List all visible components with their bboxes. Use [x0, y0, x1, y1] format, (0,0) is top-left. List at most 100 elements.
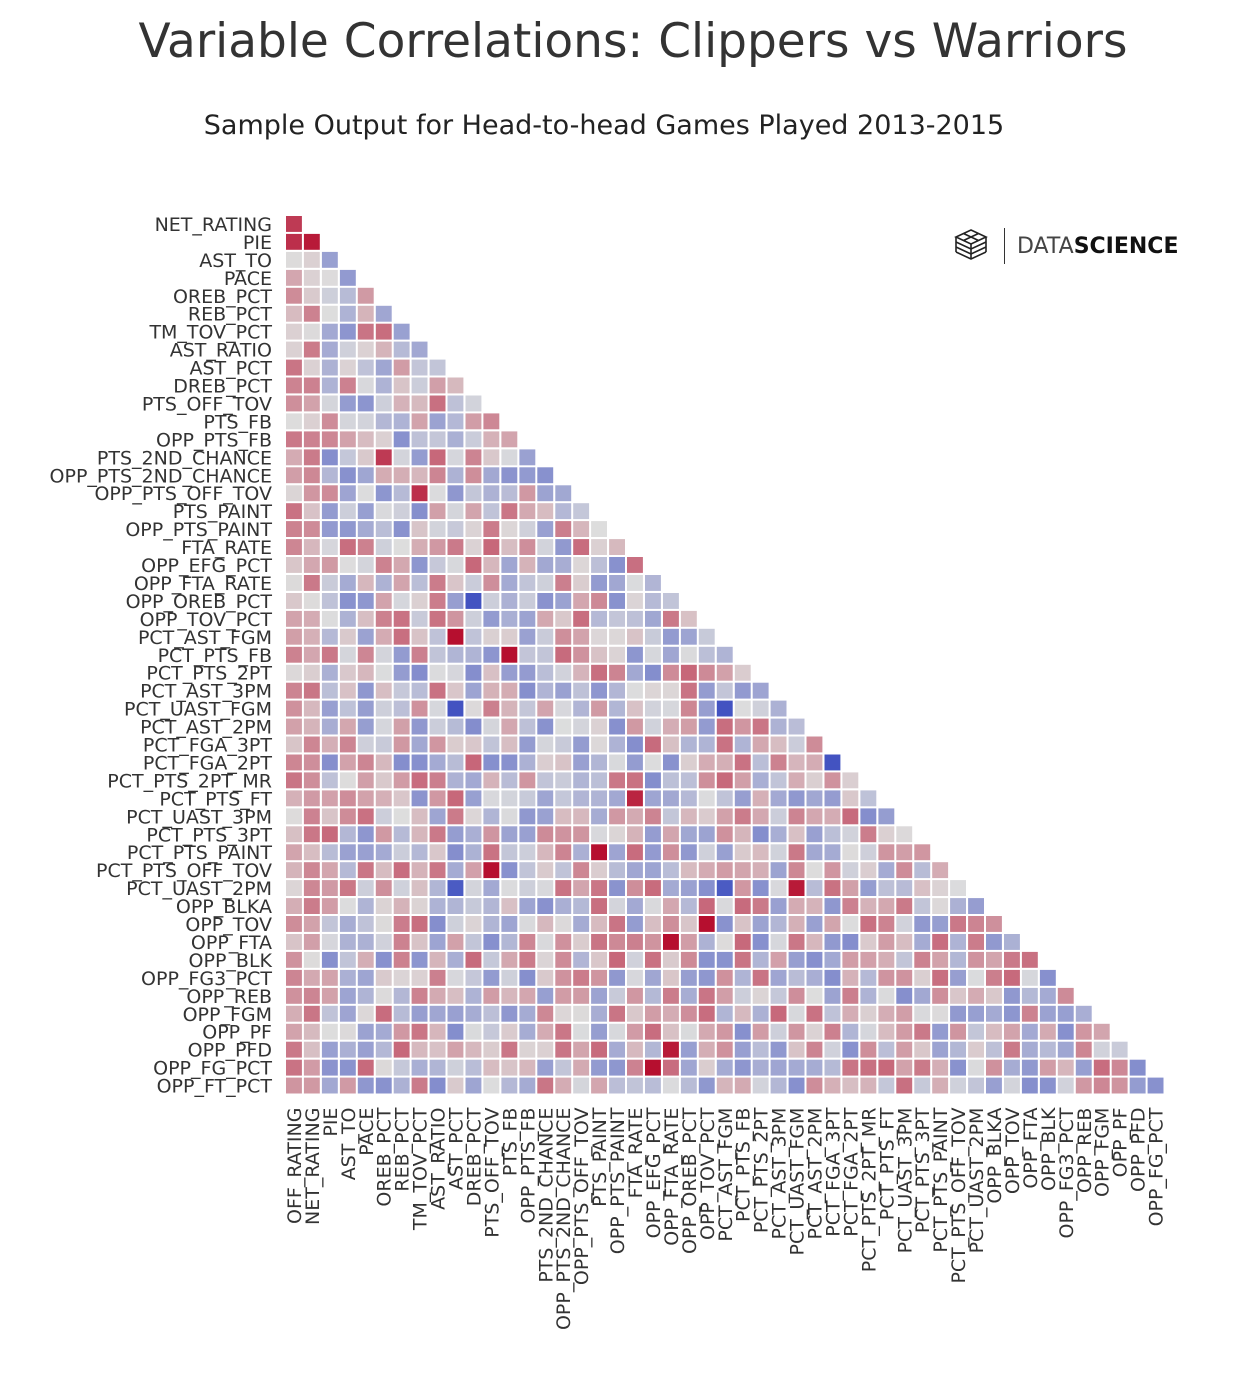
- heatmap-cell: [914, 934, 931, 950]
- heatmap-cell: [303, 700, 320, 717]
- heatmap-cell: [573, 987, 590, 1004]
- heatmap-cell: [483, 1059, 500, 1076]
- heatmap-cell: [375, 951, 392, 968]
- heatmap-cell: [537, 593, 554, 609]
- heatmap-cell: [393, 449, 410, 466]
- heatmap-cell: [411, 934, 428, 950]
- heatmap-cell: [321, 736, 338, 753]
- heatmap-cell: [716, 880, 733, 896]
- heatmap-cell: [303, 610, 320, 627]
- heatmap-cell: [752, 1041, 769, 1058]
- row-label: PTS_2ND_CHANCE: [97, 447, 272, 469]
- heatmap-cell: [465, 413, 482, 430]
- heatmap-cell: [842, 969, 859, 986]
- heatmap-cell: [501, 880, 518, 896]
- heatmap-cell: [573, 718, 590, 735]
- heatmap-cell: [555, 682, 572, 699]
- heatmap-cell: [968, 934, 984, 950]
- heatmap-cell: [680, 754, 697, 771]
- row-label: AST_RATIO: [170, 340, 272, 362]
- heatmap-cell: [483, 557, 500, 573]
- heatmap-cell: [555, 646, 572, 663]
- heatmap-cell: [357, 503, 374, 520]
- heatmap-cell: [716, 987, 733, 1004]
- heatmap-cell: [429, 736, 446, 753]
- row-label: PACE: [224, 268, 272, 290]
- heatmap-cell: [357, 467, 374, 484]
- heatmap-cell: [303, 539, 320, 555]
- heatmap-cell: [663, 754, 679, 771]
- heatmap-cell: [627, 610, 643, 627]
- heatmap-cell: [896, 1005, 913, 1022]
- heatmap-cell: [734, 934, 751, 950]
- heatmap-cell: [303, 772, 320, 789]
- heatmap-cell: [914, 987, 931, 1004]
- heatmap-cell: [896, 1059, 913, 1076]
- heatmap-cell: [519, 521, 536, 537]
- heatmap-cell: [680, 987, 697, 1004]
- heatmap-cell: [537, 467, 554, 484]
- heatmap-cell: [1057, 1059, 1074, 1076]
- heatmap-cell: [555, 539, 572, 555]
- heatmap-cell: [447, 808, 464, 825]
- heatmap-cell: [393, 377, 410, 394]
- heatmap-cell: [950, 1023, 966, 1040]
- heatmap-cell: [824, 844, 841, 861]
- heatmap-cell: [411, 826, 428, 843]
- heatmap-cell: [447, 951, 464, 968]
- heatmap-cell: [447, 413, 464, 430]
- heatmap-cell: [698, 1041, 715, 1058]
- heatmap-cell: [393, 951, 410, 968]
- logo-wordmark: DATASCIENCE: [1017, 234, 1178, 259]
- heatmap-cell: [663, 610, 679, 627]
- heatmap-cell: [357, 808, 374, 825]
- heatmap-cell: [447, 736, 464, 753]
- heatmap-cell: [483, 916, 500, 932]
- heatmap-cell: [447, 646, 464, 663]
- column-label: FTA_RATE: [625, 1108, 647, 1199]
- heatmap-cell: [339, 898, 356, 914]
- heatmap-cell: [321, 575, 338, 591]
- heatmap-cell: [321, 251, 338, 268]
- heatmap-cell: [645, 664, 661, 681]
- heatmap-cell: [806, 808, 823, 825]
- row-label: PCT_AST_2PM: [140, 717, 272, 739]
- heatmap-cell: [716, 826, 733, 843]
- heatmap-cell: [896, 916, 913, 932]
- datascience-logo: DATASCIENCE: [952, 226, 1178, 266]
- heatmap-cell: [429, 395, 446, 412]
- heatmap-cell: [411, 413, 428, 430]
- heatmap-cell: [447, 1005, 464, 1022]
- row-label: NET_RATING: [155, 214, 272, 236]
- heatmap-cell: [627, 646, 643, 663]
- heatmap-cell: [663, 1059, 679, 1076]
- heatmap-cell: [519, 718, 536, 735]
- heatmap-cell: [286, 664, 302, 681]
- heatmap-cell: [447, 754, 464, 771]
- heatmap-cell: [1057, 987, 1074, 1004]
- column-label: DREB_PCT: [463, 1107, 485, 1206]
- heatmap-cell: [411, 610, 428, 627]
- heatmap-cell: [286, 987, 302, 1004]
- heatmap-cell: [555, 557, 572, 573]
- heatmap-cell: [1057, 1041, 1074, 1058]
- heatmap-cell: [734, 969, 751, 986]
- heatmap-cell: [627, 790, 643, 807]
- heatmap-cell: [303, 431, 320, 448]
- heatmap-cell: [627, 1005, 643, 1022]
- heatmap-cell: [609, 682, 625, 699]
- heatmap-cell: [950, 880, 966, 896]
- heatmap-cell: [698, 898, 715, 914]
- heatmap-cell: [932, 951, 949, 968]
- heatmap-cell: [734, 682, 751, 699]
- heatmap-cell: [788, 934, 805, 950]
- heatmap-cell: [519, 503, 536, 520]
- heatmap-cell: [286, 682, 302, 699]
- heatmap-cell: [627, 575, 643, 591]
- heatmap-cell: [393, 539, 410, 555]
- heatmap-cell: [698, 646, 715, 663]
- heatmap-cell: [573, 1041, 590, 1058]
- heatmap-cell: [806, 1005, 823, 1022]
- heatmap-cell: [483, 664, 500, 681]
- heatmap-cell: [483, 646, 500, 663]
